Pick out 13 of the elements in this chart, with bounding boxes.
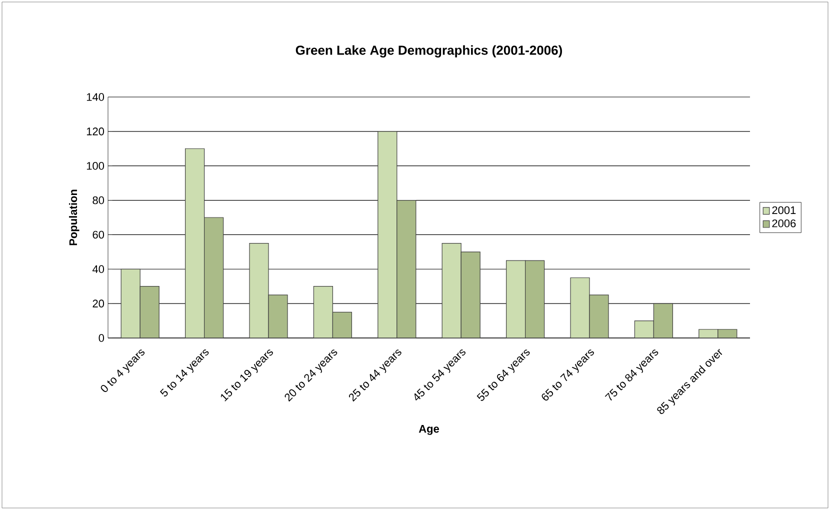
- legend-label: 2001: [772, 206, 796, 214]
- y-tick-label: 60: [92, 230, 104, 239]
- legend-label: 2006: [772, 220, 796, 228]
- y-tick-label: 20: [92, 300, 104, 308]
- chart-title: Green Lake Age Demographics (2001-2006): [296, 45, 562, 58]
- y-tick-label: 100: [86, 162, 104, 170]
- y-tick-label: 0: [98, 334, 104, 342]
- x-axis-title: Age: [418, 425, 440, 435]
- y-axis-title: Population: [69, 190, 80, 246]
- y-tick-label: 120: [86, 128, 104, 136]
- y-tick-label: 40: [92, 265, 104, 274]
- y-tick-label: 80: [92, 196, 104, 204]
- y-tick-label: 140: [86, 93, 104, 101]
